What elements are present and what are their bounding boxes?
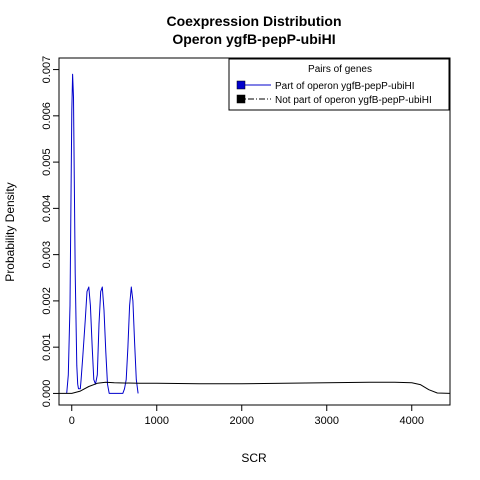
series-layer (59, 73, 450, 394)
y-axis-label: Probability Density (3, 182, 17, 281)
x-tick-label: 1000 (145, 415, 169, 427)
y-tick-label: 0.003 (41, 241, 53, 269)
x-tick-label: 4000 (400, 415, 424, 427)
y-tick-label: 0.001 (41, 333, 53, 361)
x-axis-label: SCR (241, 451, 267, 465)
legend-swatch-part (236, 80, 246, 90)
legend-label-notpart: Not part of operon ygfB-pepP-ubiHI (275, 95, 432, 106)
y-tick-label: 0.007 (41, 56, 53, 84)
series-line-part-of-operon (66, 73, 139, 394)
y-tick-label: 0.005 (41, 148, 53, 176)
legend: Pairs of genes Part of operon ygfB-pepP-… (228, 58, 450, 111)
legend-label-part: Part of operon ygfB-pepP-ubiHI (275, 81, 415, 92)
y-tick-label: 0.000 (41, 380, 53, 408)
x-axis: 0 1000 2000 3000 4000 (69, 405, 424, 427)
series-line-not-part-of-operon (59, 381, 450, 394)
y-tick-label: 0.002 (41, 287, 53, 315)
y-axis: 0.000 0.001 0.002 0.003 0.004 0.005 0.006 0.007 (41, 56, 59, 407)
legend-swatch-notpart (236, 94, 246, 104)
chart-subtitle: Operon ygfB-pepP-ubiHI (172, 31, 335, 47)
y-tick-label: 0.006 (41, 102, 53, 130)
chart-title: Coexpression Distribution (166, 13, 341, 29)
legend-title: Pairs of genes (308, 64, 372, 75)
x-tick-label: 2000 (230, 415, 254, 427)
x-tick-label: 3000 (315, 415, 339, 427)
x-tick-label: 0 (69, 415, 75, 427)
plot-frame (58, 57, 451, 406)
y-tick-label: 0.004 (41, 195, 53, 223)
